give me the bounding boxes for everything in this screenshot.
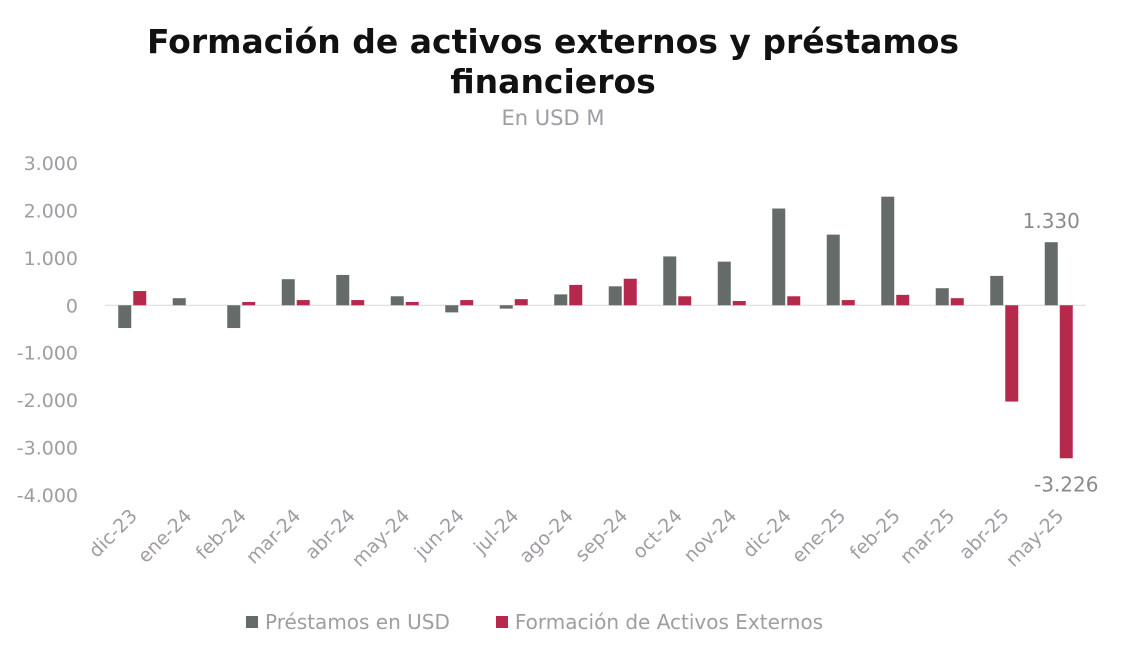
legend-label-formacion: Formación de Activos Externos [514, 610, 824, 634]
bar-prestamos-ene-25 [826, 234, 840, 306]
y-tick-label: 1.000 [24, 248, 78, 270]
x-tick-label-nov-24: nov-24 [679, 505, 741, 567]
x-tick-label-ene-25: ene-25 [788, 505, 851, 568]
x-tick-label-oct-24: oct-24 [628, 505, 686, 563]
bar-prestamos-may-24 [390, 296, 404, 306]
x-tick-label-dic-23: dic-23 [85, 505, 142, 562]
bar-prestamos-oct-24 [663, 256, 677, 306]
bar-prestamos-jun-24 [445, 305, 459, 313]
bar-formacion-dic-23 [133, 291, 147, 306]
x-tick-label-mar-25: mar-25 [896, 505, 959, 568]
legend-swatch-formacion [495, 616, 508, 628]
legend: Préstamos en USD Formación de Activos Ex… [246, 610, 869, 634]
y-tick-label: 3.000 [24, 153, 78, 175]
bar-formacion-abr-25 [1005, 305, 1019, 402]
bar-formacion-sep-24 [623, 278, 637, 306]
bar-formacion-jul-24 [514, 299, 528, 306]
y-tick-label: -1.000 [17, 343, 78, 365]
y-tick-label: -2.000 [17, 390, 78, 412]
chart-title-line2: financieros [450, 62, 656, 101]
bar-formacion-oct-24 [678, 296, 692, 306]
bar-formacion-dic-24 [787, 296, 801, 306]
bar-prestamos-ago-24 [554, 294, 568, 306]
bar-prestamos-mar-25 [935, 288, 949, 306]
chart-title-line1: Formación de activos externos y préstamo… [146, 22, 960, 61]
bar-prestamos-feb-24 [227, 305, 241, 329]
data-label: 1.330 [1023, 209, 1080, 233]
bar-formacion-mar-24 [296, 300, 310, 306]
y-tick-label: -4.000 [17, 485, 78, 507]
bar-prestamos-feb-25 [881, 196, 895, 306]
bar-prestamos-sep-24 [608, 286, 622, 306]
bar-prestamos-mar-24 [281, 279, 295, 306]
bar-prestamos-abr-25 [990, 275, 1004, 306]
x-tick-label-ago-24: ago-24 [515, 505, 578, 568]
legend-label-prestamos: Préstamos en USD [265, 610, 450, 634]
bar-formacion-ene-25 [841, 300, 855, 306]
legend-swatch-prestamos [246, 616, 258, 628]
x-tick-label-ene-24: ene-24 [134, 505, 197, 568]
x-tick-label-jun-24: jun-24 [410, 505, 469, 564]
y-tick-label: 2.000 [24, 200, 78, 222]
chart-subtitle: En USD M [501, 106, 605, 130]
bar-prestamos-may-25 [1044, 242, 1058, 306]
bar-formacion-may-25 [1059, 305, 1073, 459]
x-tick-label-may-25: may-25 [1002, 505, 1069, 572]
bar-prestamos-jul-24 [499, 305, 513, 309]
bar-formacion-may-24 [405, 301, 419, 306]
bar-chart: 3.000 2.000 1.000 0 -1.000 -2.000 -3.000 -4.000… [17, 153, 1099, 572]
bar-formacion-feb-25 [896, 294, 910, 306]
bar-formacion-ago-24 [569, 284, 583, 306]
y-tick-label: -3.000 [17, 438, 78, 460]
bar-prestamos-dic-24 [772, 208, 786, 306]
x-tick-label-sep-24: sep-24 [571, 505, 632, 566]
y-tick-label: 0 [66, 295, 78, 317]
data-label: -3.226 [1034, 472, 1098, 496]
bar-prestamos-nov-24 [717, 261, 731, 306]
x-tick-label-feb-24: feb-24 [192, 505, 251, 564]
bar-formacion-abr-24 [351, 300, 365, 306]
x-tick-label-may-24: may-24 [348, 505, 415, 572]
chart-title: Formación de activos externos y préstamo… [0, 22, 1106, 102]
bar-prestamos-abr-24 [336, 274, 350, 306]
legend-item-formacion: Formación de Activos Externos [495, 610, 824, 634]
bar-formacion-mar-25 [950, 298, 964, 306]
x-tick-label-dic-24: dic-24 [739, 505, 796, 562]
x-tick-label-mar-24: mar-24 [242, 505, 305, 568]
x-tick-label-feb-25: feb-25 [846, 505, 905, 564]
bar-prestamos-dic-23 [118, 305, 132, 329]
bar-formacion-feb-24 [242, 301, 256, 306]
bar-prestamos-ene-24 [172, 298, 186, 306]
bar-formacion-nov-24 [732, 301, 746, 306]
bar-formacion-jun-24 [460, 300, 474, 306]
legend-item-prestamos: Préstamos en USD [246, 610, 450, 634]
